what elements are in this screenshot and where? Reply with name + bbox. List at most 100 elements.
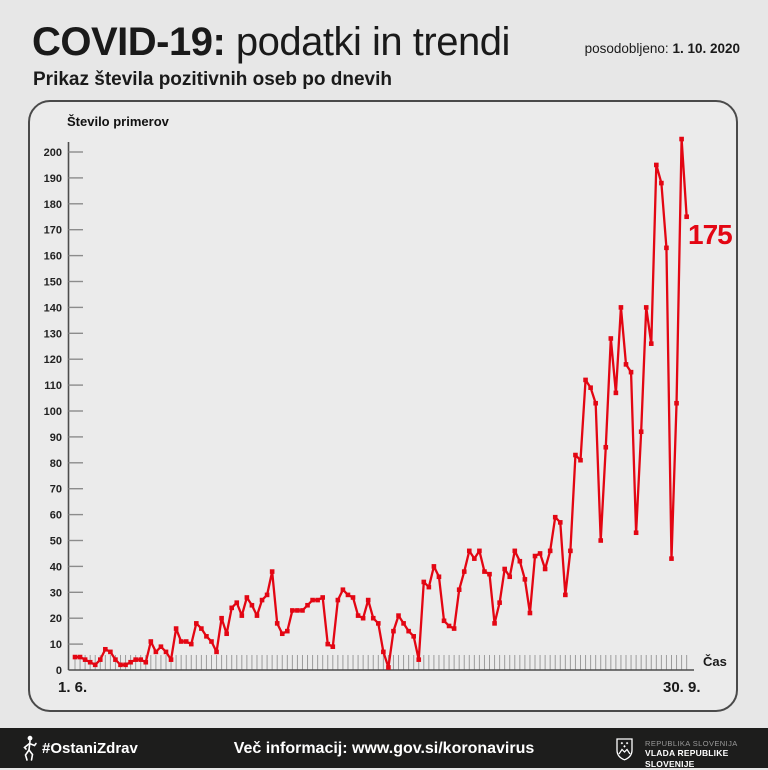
last-value-annotation: 175: [688, 219, 733, 250]
data-point-marker: [461, 569, 467, 574]
data-point-marker: [557, 520, 563, 525]
data-point-marker: [128, 659, 133, 665]
data-point-marker: [411, 634, 416, 639]
y-axis-title: Število primerov: [67, 114, 169, 129]
data-point-marker: [522, 577, 528, 582]
data-point-marker: [325, 641, 331, 647]
data-point-marker: [234, 600, 240, 605]
data-point-marker: [355, 613, 361, 618]
data-point-marker: [401, 621, 406, 626]
data-point-marker: [684, 214, 689, 220]
x-axis-end-label: 30. 9.: [663, 679, 701, 696]
y-tick-label: 160: [44, 251, 62, 263]
y-tick-label: 20: [50, 613, 62, 625]
updated-label: posodobljeno:: [584, 41, 673, 56]
data-point-marker: [507, 574, 513, 580]
y-tick-label: 180: [44, 199, 62, 211]
data-point-marker: [512, 548, 518, 554]
x-axis-title: Čas: [703, 654, 727, 669]
footer-bar: [0, 728, 768, 768]
data-point-marker: [568, 548, 573, 554]
data-point-marker: [643, 305, 649, 310]
data-point-marker: [295, 608, 300, 613]
data-point-marker: [633, 530, 639, 536]
y-tick-label: 190: [44, 173, 62, 185]
data-point-marker: [148, 639, 154, 644]
y-tick-label: 150: [44, 277, 62, 289]
data-point-marker: [345, 592, 351, 598]
data-point-marker: [254, 613, 260, 618]
data-point-marker: [482, 569, 487, 574]
data-point-marker: [264, 592, 270, 598]
data-point-marker: [492, 621, 497, 626]
y-tick-label: 50: [50, 536, 62, 548]
ostanizdrav-dancer-icon: [23, 735, 37, 761]
y-tick-label: 70: [50, 484, 62, 496]
data-point-marker: [664, 245, 669, 251]
data-point-marker: [219, 615, 224, 621]
data-point-marker: [290, 608, 295, 613]
data-point-marker: [573, 452, 578, 458]
y-tick-label: 10: [50, 639, 62, 651]
data-point-marker: [97, 657, 103, 662]
data-point-marker: [153, 649, 159, 655]
page-subtitle: Prikaz števila pozitivnih oseb po dnevih: [33, 69, 392, 90]
data-point-marker: [82, 657, 88, 662]
data-point-marker: [547, 548, 553, 554]
data-point-marker: [517, 558, 523, 564]
data-point-marker: [381, 649, 386, 655]
data-point-marker: [214, 649, 219, 655]
data-point-marker: [249, 602, 255, 608]
page-title: COVID-19: podatki in trendi: [32, 20, 510, 65]
data-point-marker: [133, 657, 138, 662]
data-point-marker: [229, 605, 235, 611]
y-tick-label: 200: [44, 147, 62, 159]
data-point-marker: [396, 613, 401, 618]
data-point-marker: [608, 336, 614, 341]
y-tick-label: 30: [50, 587, 62, 599]
data-point-marker: [648, 341, 654, 346]
y-tick-label: 100: [44, 406, 62, 418]
data-point-marker: [173, 626, 179, 631]
footer-info-text: Več informacij: www.gov.si/koronavirus: [233, 740, 535, 757]
data-point-marker: [623, 362, 629, 367]
data-point-marker: [300, 608, 305, 613]
data-point-marker: [204, 634, 209, 639]
data-point-marker: [406, 628, 411, 634]
data-point-marker: [178, 639, 184, 644]
data-point-marker: [431, 564, 437, 569]
data-point-marker: [593, 400, 598, 406]
data-point-marker: [456, 587, 462, 593]
data-point-marker: [436, 574, 442, 580]
data-point-marker: [108, 649, 113, 655]
data-point-marker: [472, 556, 477, 561]
page-title-rest: podatki in trendi: [225, 20, 510, 64]
data-point-marker: [477, 548, 482, 554]
data-point-marker: [365, 597, 371, 603]
data-point-marker: [194, 621, 199, 626]
data-point-marker: [113, 657, 118, 662]
data-point-marker: [118, 662, 123, 668]
data-point-marker: [497, 600, 502, 605]
y-tick-label: 170: [44, 225, 62, 237]
data-point-marker: [72, 654, 78, 660]
data-point-marker: [583, 377, 588, 383]
data-point-marker: [320, 595, 325, 600]
data-point-marker: [350, 595, 356, 600]
data-point-marker: [376, 621, 381, 626]
data-point-marker: [340, 587, 346, 593]
data-point-marker: [163, 649, 169, 655]
data-point-marker: [360, 615, 366, 621]
data-point-marker: [532, 553, 538, 559]
y-tick-label: 60: [50, 510, 62, 522]
data-point-marker: [183, 639, 189, 644]
y-tick-label: 90: [50, 432, 62, 444]
data-point-marker: [269, 569, 275, 574]
y-tick-label: 130: [44, 328, 62, 340]
data-point-marker: [77, 654, 83, 660]
data-point-marker: [87, 659, 93, 665]
data-point-marker: [451, 626, 457, 631]
data-point-marker: [628, 369, 634, 375]
data-point-marker: [259, 597, 265, 603]
